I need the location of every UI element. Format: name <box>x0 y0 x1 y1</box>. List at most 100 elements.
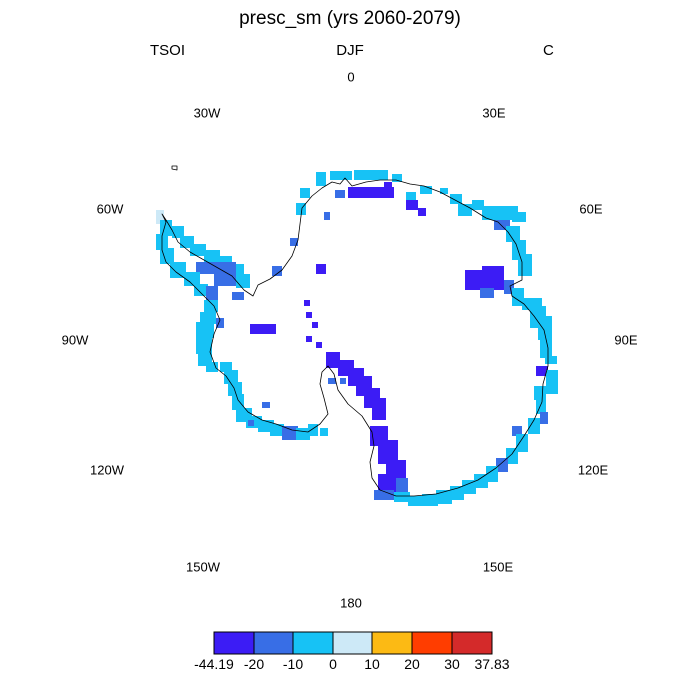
cell <box>204 300 218 312</box>
cell <box>372 398 386 420</box>
cell <box>545 356 557 364</box>
cell <box>465 270 487 290</box>
cell <box>462 480 476 494</box>
lon-label-150e: 150E <box>482 559 514 575</box>
colorbar-box-5 <box>411 631 453 655</box>
cell <box>474 474 488 488</box>
cell <box>420 186 432 194</box>
lon-label-30w: 30W <box>193 105 221 121</box>
colorbar-label-2: -10 <box>282 656 304 672</box>
cell <box>196 322 214 338</box>
cell <box>206 286 218 302</box>
cell <box>306 312 312 318</box>
colorbar-label-0: -44.19 <box>194 656 234 672</box>
cell <box>262 402 270 408</box>
cell <box>436 490 452 504</box>
cell <box>512 212 526 222</box>
cell <box>300 188 310 198</box>
lon-label-90e: 90E <box>614 332 638 348</box>
cell <box>184 272 200 286</box>
variable-label: TSOI <box>150 42 186 59</box>
cell <box>482 206 504 220</box>
cell <box>480 288 494 298</box>
cell <box>394 492 410 502</box>
cell <box>408 496 424 506</box>
cell <box>172 226 184 238</box>
colorbar-label-1: -20 <box>243 656 265 672</box>
cell <box>326 352 340 368</box>
cell <box>396 478 408 492</box>
cell <box>450 194 462 204</box>
cell <box>216 318 224 328</box>
colorbar-label-4: 10 <box>364 656 380 672</box>
cell <box>228 382 242 396</box>
cell <box>320 428 328 436</box>
cell <box>290 238 298 246</box>
season-label: DJF <box>336 42 364 59</box>
cell <box>536 366 548 376</box>
cell <box>304 300 310 306</box>
cell <box>232 292 244 300</box>
cell <box>296 203 306 215</box>
cell <box>232 394 244 410</box>
cell <box>348 187 394 198</box>
cell <box>418 208 426 216</box>
colorbar-box-4 <box>371 631 413 655</box>
cell <box>316 264 326 274</box>
cell <box>406 200 418 210</box>
cell <box>540 334 552 358</box>
cell <box>335 190 345 198</box>
cell <box>512 426 522 436</box>
colorbar-box-2 <box>292 631 334 655</box>
colorbar-label-3: 0 <box>329 656 337 672</box>
cell <box>528 418 540 434</box>
lon-label-60e: 60E <box>579 201 603 217</box>
cell <box>486 466 498 482</box>
colorbar <box>213 631 493 655</box>
cell <box>282 426 298 440</box>
cell <box>392 174 402 182</box>
cell <box>506 226 520 242</box>
lon-label-150w: 150W <box>186 559 220 575</box>
cell <box>384 182 392 194</box>
cell <box>206 362 218 372</box>
cell <box>378 474 398 492</box>
units-label: C <box>543 42 554 59</box>
data-cells <box>156 170 558 506</box>
colorbar-label-6: 30 <box>444 656 460 672</box>
cell <box>534 386 546 400</box>
cell <box>160 248 174 264</box>
cell <box>422 494 438 506</box>
cell <box>316 172 326 186</box>
cell <box>196 262 236 274</box>
cell <box>196 336 212 354</box>
cell <box>506 448 518 464</box>
lon-label-120w: 120W <box>90 462 124 478</box>
cell <box>224 370 238 384</box>
cell <box>504 280 514 294</box>
chart-title: presc_sm (yrs 2060-2079) <box>239 8 461 29</box>
cell <box>406 192 416 200</box>
cell <box>458 204 472 216</box>
cell <box>540 412 548 424</box>
cell <box>270 424 284 436</box>
cell <box>190 244 206 256</box>
cell <box>330 171 352 180</box>
cell <box>546 370 558 394</box>
cell <box>236 274 250 288</box>
cell <box>250 324 276 334</box>
colorbar-box-0 <box>213 631 255 655</box>
cell <box>378 440 398 464</box>
cell <box>308 424 318 436</box>
cell <box>374 490 394 500</box>
colorbar-label-5: 20 <box>404 656 420 672</box>
cell <box>312 322 318 328</box>
colorbar-box-3 <box>332 631 373 655</box>
lon-label-0: 0 <box>347 69 355 85</box>
cell <box>482 266 504 290</box>
lon-label-60w: 60W <box>96 201 124 217</box>
coastline <box>161 165 549 497</box>
colorbar-box-1 <box>253 631 294 655</box>
cell <box>328 378 336 384</box>
cell <box>296 428 310 440</box>
